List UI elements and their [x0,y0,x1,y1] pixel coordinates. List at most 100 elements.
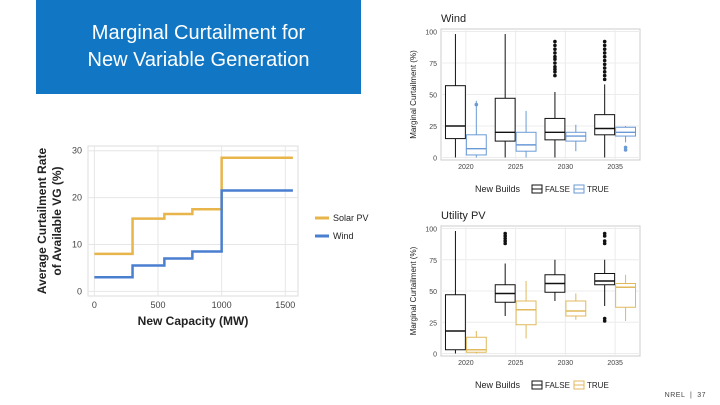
outlier-point [503,236,507,241]
x-tick-label: 2020 [458,164,474,171]
outlier-point [553,67,557,72]
legend-label: FALSE [545,185,570,194]
x-tick-label: 0 [92,300,97,310]
y-tick-label: 100 [425,227,437,234]
outlier-point [474,102,479,107]
x-tick-label: 2035 [607,164,623,171]
slide-title-box: Marginal Curtailment for New Variable Ge… [36,0,361,94]
y-tick-label: 20 [72,193,82,203]
outlier-point [602,62,607,67]
y-tick-label: 75 [429,61,437,68]
legend-label: TRUE [587,185,609,194]
outlier-point [602,47,607,51]
x-tick-label: 2030 [558,360,574,367]
y-tick-label: 10 [72,239,82,249]
outlier-point [602,77,607,82]
footer-separator: | [689,392,693,399]
outlier-point [553,51,557,55]
outlier-point [602,58,607,63]
outlier-point [553,43,557,48]
outlier-point [553,73,557,78]
box-iqr [515,300,537,326]
outlier-point [553,61,557,65]
x-tick-label: 500 [150,300,165,310]
outlier-point [503,231,507,236]
outlier-point [602,234,607,238]
series-line-wind [94,189,293,279]
legend-label: TRUE [587,381,609,390]
y-tick-label: 0 [433,155,437,162]
y-tick-label: 0 [433,352,437,359]
x-tick-label: 2030 [558,164,574,171]
outlier-point [553,47,557,51]
outlier-point [553,64,557,69]
box-iqr [615,283,637,308]
outlier-point [602,51,607,55]
y-tick-label: 25 [429,320,437,327]
box-chart-title: Utility PV [441,210,486,222]
legend-label: Wind [333,231,354,241]
outlier-point [553,57,557,62]
legend-label: Solar PV [333,213,369,223]
box-iqr [565,300,587,317]
outlier-point [602,70,607,74]
x-tick-label: 2025 [508,164,524,171]
y-axis-title-line1: Average Curtailment Rate [35,148,49,295]
outlier-point [602,316,607,321]
outlier-point [602,39,607,44]
box-chart-title: Wind [441,13,466,25]
footer-page-number: 37 [697,392,706,399]
box-iqr [465,134,487,156]
box-iqr [494,97,516,142]
x-tick-label: 2025 [508,360,524,367]
outlier-point [602,239,607,243]
outlier-point [503,234,507,238]
box-iqr [544,117,566,141]
outlier-point [553,39,557,44]
legend-label: FALSE [545,381,570,390]
y-tick-label: 75 [429,258,437,265]
y-axis-title-line2: of Available VG (%) [50,166,64,275]
y-axis-title: Marginal Curtailment (%) [409,50,418,139]
slide-title-line2: New Variable Generation [87,49,310,71]
x-axis-title: New Capacity (MW) [138,314,249,328]
y-tick-label: 50 [429,93,437,100]
outlier-point [602,73,607,78]
x-tick-label: 2020 [458,360,474,367]
outlier-point [602,231,607,236]
legend-title: New Builds [475,184,521,194]
outlier-point [553,54,557,59]
outlier-point [602,319,607,323]
outlier-point [602,54,607,59]
outlier-point [602,66,607,70]
outlier-point [623,148,628,152]
x-tick-label: 2035 [607,360,623,367]
slide-title-line1: Marginal Curtailment for [91,22,306,44]
plot-area [87,145,299,297]
box-iqr [594,273,616,286]
outlier-point [623,145,628,150]
outlier-point [602,43,607,48]
x-tick-label: 1000 [212,300,232,310]
footer: NREL | 37 [665,392,706,399]
outlier-point [602,241,607,246]
legend-title: New Builds [475,380,521,390]
footer-org: NREL [664,392,686,399]
box-iqr [444,294,466,351]
y-tick-label: 25 [429,124,437,131]
y-tick-label: 30 [72,146,82,156]
x-tick-label: 1500 [275,300,295,310]
box-iqr [594,114,616,136]
box-iqr [465,336,487,353]
y-tick-label: 50 [429,289,437,296]
y-tick-label: 100 [425,30,437,37]
series-line-solar-pv [94,156,293,256]
outlier-point [503,241,507,246]
y-tick-label: 0 [77,286,82,296]
box-iqr [515,131,537,152]
y-axis-title: Marginal Curtailment (%) [409,246,418,335]
outlier-point [503,239,507,243]
